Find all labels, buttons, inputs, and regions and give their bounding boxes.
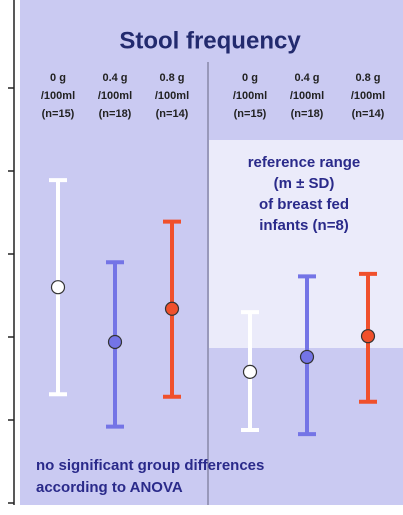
category-label: 0.4 g/100ml(n=18)	[98, 72, 132, 120]
chart: Stool frequency 0 g/100ml(n=15)0.4 g/100…	[0, 0, 403, 510]
mean-point	[362, 330, 375, 343]
category-label: 0.8 g/100ml(n=14)	[351, 72, 385, 120]
mean-point	[109, 335, 122, 348]
category-label: 0.8 g/100ml(n=14)	[155, 72, 189, 120]
chart-title: Stool frequency	[119, 27, 301, 54]
mean-point	[52, 281, 65, 294]
category-label: 0.4 g/100ml(n=18)	[290, 72, 324, 120]
mean-point	[166, 302, 179, 315]
mean-point	[301, 350, 314, 363]
mean-point	[244, 365, 257, 378]
